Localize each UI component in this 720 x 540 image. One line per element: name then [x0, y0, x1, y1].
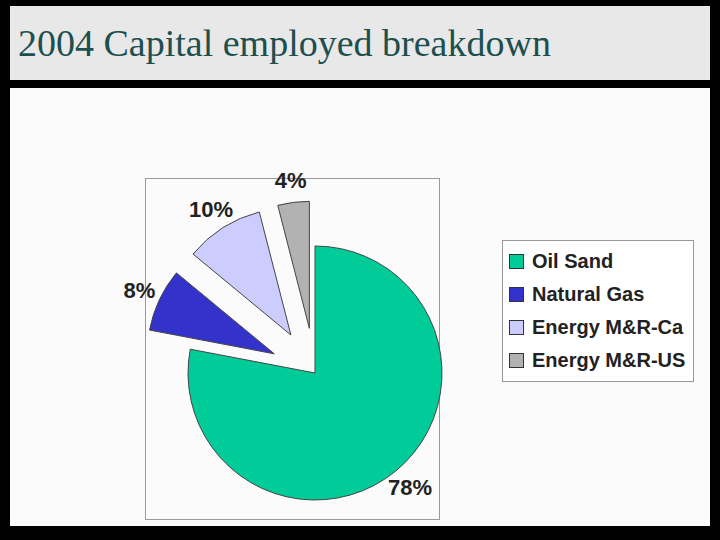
html-text:Energy M&R-Ca: Energy M&R-Ca: [532, 316, 684, 338]
svg-text:78%: 78%: [388, 475, 432, 500]
svg-text:4%: 4%: [275, 168, 307, 193]
svg-text:8%: 8%: [124, 278, 156, 303]
svg-text:10%: 10%: [189, 197, 233, 222]
html-text:Oil Sand: Oil Sand: [532, 250, 614, 272]
html-text:Natural Gas: Natural Gas: [532, 283, 645, 305]
html-text:2004 Capital employed breakdow: 2004 Capital employed breakdown: [18, 22, 551, 64]
html-text:Energy M&R-US: Energy M&R-US: [532, 349, 686, 371]
